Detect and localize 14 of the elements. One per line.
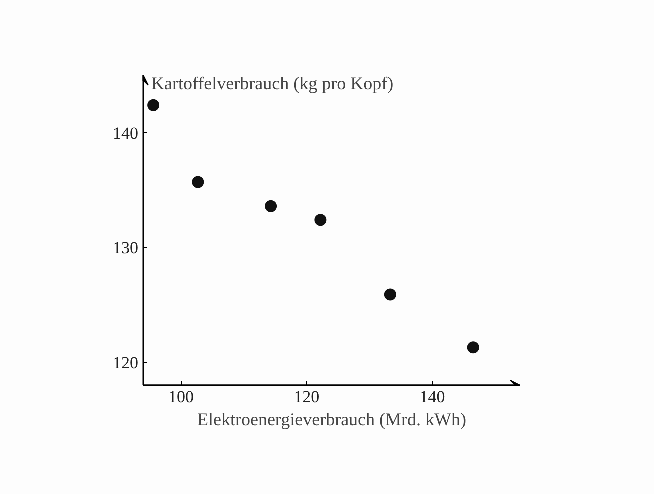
y-tick-label: 130 — [113, 238, 138, 258]
point — [467, 342, 480, 354]
x-tick-label: 140 — [420, 388, 446, 406]
point — [314, 214, 327, 226]
point — [265, 200, 278, 212]
y-axis-title: Kartoffelverbrauch (kg pro Kopf) — [152, 74, 394, 94]
y-tick-label: 140 — [113, 124, 138, 143]
y-tick-label: 120 — [113, 354, 138, 373]
point — [148, 99, 160, 112]
x-tick-label: 120 — [294, 388, 320, 406]
x-tick-label: 100 — [168, 388, 194, 406]
point — [192, 176, 204, 188]
x-axis-title: Elektroenergieverbrauch (Mrd. kWh) — [197, 410, 467, 430]
point — [384, 288, 396, 301]
